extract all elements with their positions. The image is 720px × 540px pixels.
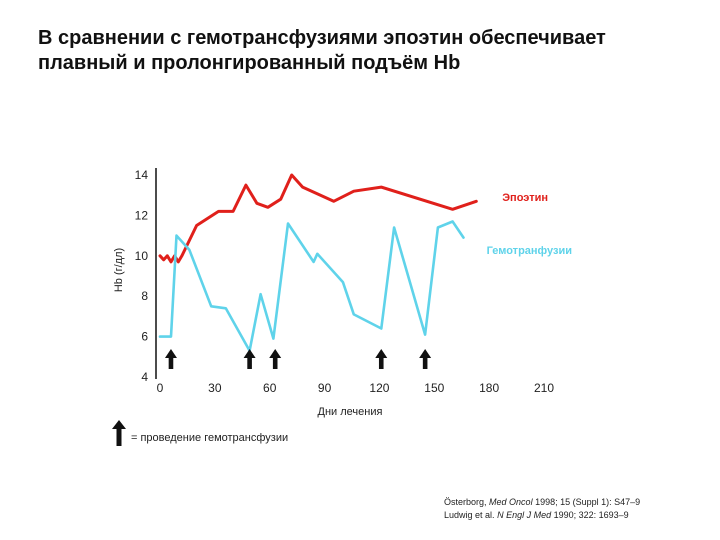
reference-2-journal: N Engl J Med (497, 510, 552, 520)
series-label-epoetin: Эпоэтин (502, 192, 548, 204)
y-tick-label: 12 (135, 208, 149, 222)
x-tick-label: 0 (157, 381, 164, 395)
reference-1: Österborg, Med Oncol 1998; 15 (Suppl 1):… (444, 496, 640, 509)
y-tick-label: 4 (141, 370, 148, 384)
x-axis-label: Дни лечения (318, 406, 383, 418)
x-tick-label: 30 (208, 381, 222, 395)
series-line-transfusion (158, 220, 465, 353)
legend: = проведение гемотрансфузии (112, 420, 288, 446)
series-line-epoetin (158, 173, 478, 264)
reference-1-details: 1998; 15 (Suppl 1): S47–9 (535, 497, 641, 507)
x-tick-label: 210 (534, 381, 554, 395)
series-label-transfusion: Гемотранфузии (487, 245, 572, 257)
y-tick-label: 8 (141, 289, 148, 303)
y-tick-label: 10 (135, 249, 149, 263)
transfusion-arrow-icon (419, 349, 432, 369)
x-tick-label: 180 (479, 381, 499, 395)
legend-text: = проведение гемотрансфузии (131, 432, 288, 444)
x-tick-label: 120 (369, 381, 389, 395)
y-tick-label: 6 (141, 330, 148, 344)
x-tick-label: 90 (318, 381, 332, 395)
slide-title: В сравнении с гемотрансфузиями эпоэтин о… (38, 27, 606, 74)
y-tick-label: 14 (135, 168, 149, 182)
reference-2-authors: Ludwig et al. (444, 510, 495, 520)
reference-1-authors: Österborg, (444, 497, 487, 507)
transfusion-arrow-icon (375, 349, 388, 369)
transfusion-arrow-icon (269, 349, 282, 369)
y-axis-label: Hb (г/дл) (113, 248, 125, 292)
reference-2-details: 1990; 322: 1693–9 (553, 510, 629, 520)
reference-2: Ludwig et al. N Engl J Med 1990; 322: 16… (444, 509, 629, 522)
x-tick-label: 60 (263, 381, 277, 395)
transfusion-arrow-icon (243, 349, 256, 369)
transfusion-arrow-icon (164, 349, 177, 369)
legend-arrow-icon (112, 420, 126, 446)
x-tick-label: 150 (424, 381, 444, 395)
reference-1-journal: Med Oncol (489, 497, 533, 507)
